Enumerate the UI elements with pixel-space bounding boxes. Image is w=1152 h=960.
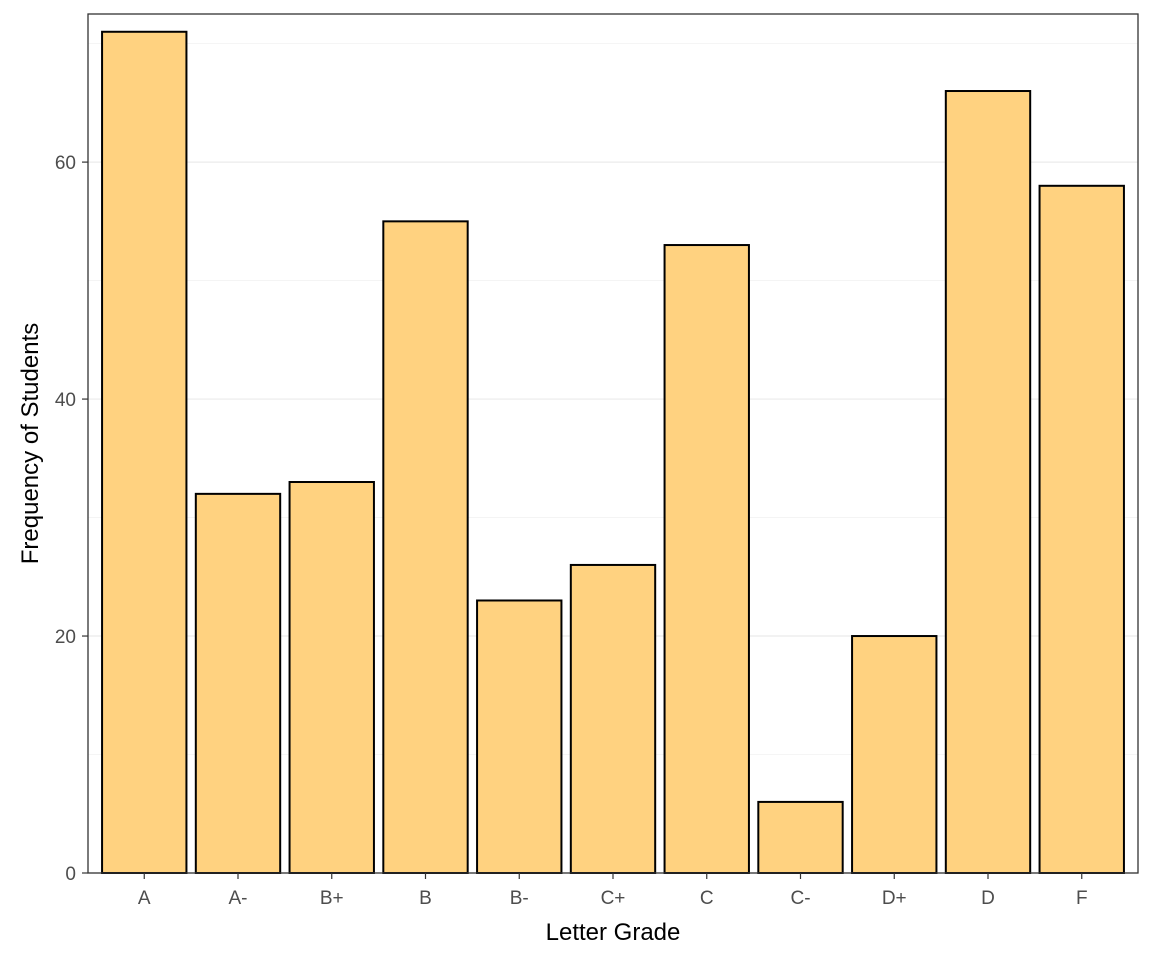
bar-C xyxy=(663,244,750,874)
bar-B+ xyxy=(288,481,375,874)
bar-B- xyxy=(476,599,563,875)
x-tick-label: D+ xyxy=(882,888,907,909)
bar-C- xyxy=(757,800,844,874)
x-tick-label: A xyxy=(138,888,151,909)
x-tick-label: D xyxy=(981,888,995,909)
x-tick-label: A- xyxy=(229,888,248,909)
y-tick-label: 40 xyxy=(55,390,76,411)
bars xyxy=(101,30,1125,875)
bar-D xyxy=(944,90,1032,874)
bar-C+ xyxy=(569,563,657,874)
axes: 0 20 40 60 A A- B+ B B- C+ C C- D+ D F xyxy=(55,153,1088,909)
y-tick-label: 20 xyxy=(55,627,76,648)
bar-A xyxy=(101,30,188,875)
x-tick-label: F xyxy=(1076,888,1088,909)
x-axis-title: Letter Grade xyxy=(546,919,681,946)
x-tick-label: C xyxy=(700,888,714,909)
y-axis-title: Frequency of Students xyxy=(17,323,44,564)
x-tick-label: C- xyxy=(790,888,810,909)
bar-F xyxy=(1038,184,1125,875)
x-tick-label: C+ xyxy=(601,888,626,909)
bar-B xyxy=(382,220,469,874)
x-tick-label: B+ xyxy=(320,888,344,909)
bar-D+ xyxy=(851,635,938,874)
y-tick-label: 0 xyxy=(65,864,76,885)
x-tick-label: B- xyxy=(510,888,529,909)
x-tick-label: B xyxy=(419,888,432,909)
bar-A- xyxy=(194,492,282,874)
y-tick-label: 60 xyxy=(55,153,76,174)
